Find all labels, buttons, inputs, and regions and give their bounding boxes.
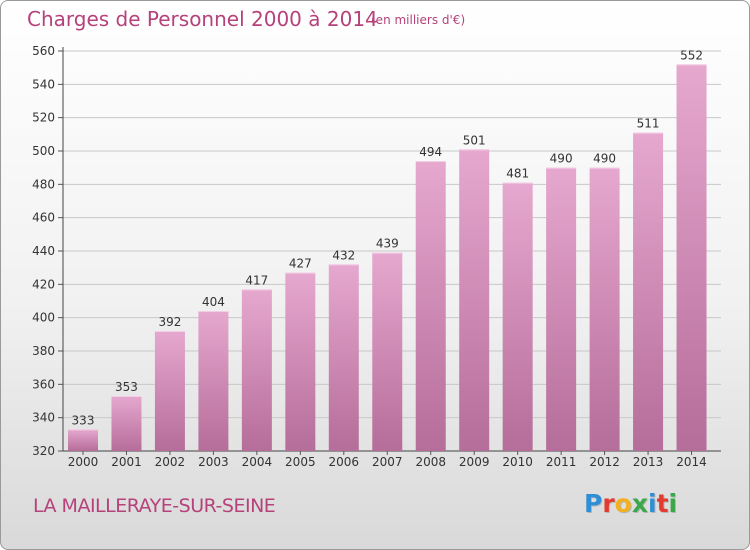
- x-tick-label: 2011: [546, 455, 577, 469]
- bar-value-label: 404: [202, 295, 225, 309]
- bars: [68, 64, 707, 452]
- bar-value-label: 392: [158, 315, 181, 329]
- x-tick-label: 2002: [155, 455, 186, 469]
- bar: [372, 252, 403, 451]
- logo-letter: t: [656, 489, 669, 518]
- y-tick-label: 340: [32, 411, 55, 425]
- bar: [502, 182, 533, 451]
- labels: 320 340 360 380 400 420 440 460 480 500 520 540 560 3…: [32, 44, 707, 469]
- bar-value-label: 333: [72, 413, 95, 427]
- y-tick-label: 380: [32, 344, 55, 358]
- bar: [68, 429, 98, 451]
- commune-name: LA MAILLERAYE-SUR-SEINE: [33, 495, 276, 517]
- bar: [111, 396, 142, 451]
- x-tick-label: 2009: [459, 455, 490, 469]
- x-tick-label: 2014: [676, 455, 707, 469]
- bar-value-label: 552: [680, 48, 703, 62]
- bar-value-label: 427: [289, 257, 312, 271]
- bar-value-label: 490: [593, 152, 616, 166]
- logo-letter: i: [648, 489, 657, 518]
- bar-value-label: 490: [550, 152, 573, 166]
- bar-value-label: 494: [419, 145, 442, 159]
- x-tick-label: 2000: [68, 455, 99, 469]
- bar: [154, 331, 185, 451]
- y-tick-label: 520: [32, 111, 55, 125]
- bar-value-label: 439: [376, 237, 399, 251]
- bar: [633, 132, 664, 451]
- x-tick-label: 2005: [285, 455, 316, 469]
- y-tick-label: 360: [32, 377, 55, 391]
- bar: [241, 289, 272, 451]
- y-tick-label: 440: [32, 244, 55, 258]
- bar-value-label: 417: [245, 273, 268, 287]
- x-tick-label: 2007: [372, 455, 403, 469]
- bar: [285, 272, 316, 451]
- bar-value-label: 432: [332, 248, 355, 262]
- x-tick-label: 2001: [111, 455, 142, 469]
- bar-value-label: 481: [506, 167, 529, 181]
- chart-subtitle: (en milliers d'€): [371, 13, 466, 27]
- y-tick-label: 540: [32, 77, 55, 91]
- y-tick-label: 460: [32, 211, 55, 225]
- logo-letter: i: [668, 489, 678, 518]
- bar: [459, 149, 490, 452]
- x-tick-label: 2012: [589, 455, 620, 469]
- y-tick-label: 480: [32, 177, 55, 191]
- logo-letter: r: [602, 489, 615, 518]
- bar-value-label: 501: [463, 133, 486, 147]
- logo-letter: x: [631, 489, 648, 518]
- chart-title: Charges de Personnel 2000 à 2014: [27, 7, 378, 31]
- bar: [198, 311, 229, 451]
- bar: [328, 264, 359, 451]
- bar: [546, 167, 577, 451]
- x-tick-label: 2013: [633, 455, 664, 469]
- x-tick-label: 2003: [198, 455, 229, 469]
- logo-letter: P: [584, 489, 603, 518]
- x-tick-label: 2010: [502, 455, 533, 469]
- y-tick-label: 400: [32, 311, 55, 325]
- x-tick-label: 2008: [415, 455, 446, 469]
- bar: [589, 167, 620, 451]
- bar-value-label: 353: [115, 380, 138, 394]
- y-tick-label: 320: [32, 444, 55, 458]
- proxiti-logo: Proxiti: [584, 489, 677, 518]
- bar: [415, 161, 446, 451]
- x-tick-label: 2004: [242, 455, 273, 469]
- bar: [676, 64, 707, 452]
- logo-letter: o: [614, 489, 632, 518]
- y-tick-label: 500: [32, 144, 55, 158]
- y-tick-label: 420: [32, 277, 55, 291]
- bar-value-label: 511: [637, 117, 660, 131]
- x-tick-label: 2006: [329, 455, 360, 469]
- y-tick-label: 560: [32, 44, 55, 58]
